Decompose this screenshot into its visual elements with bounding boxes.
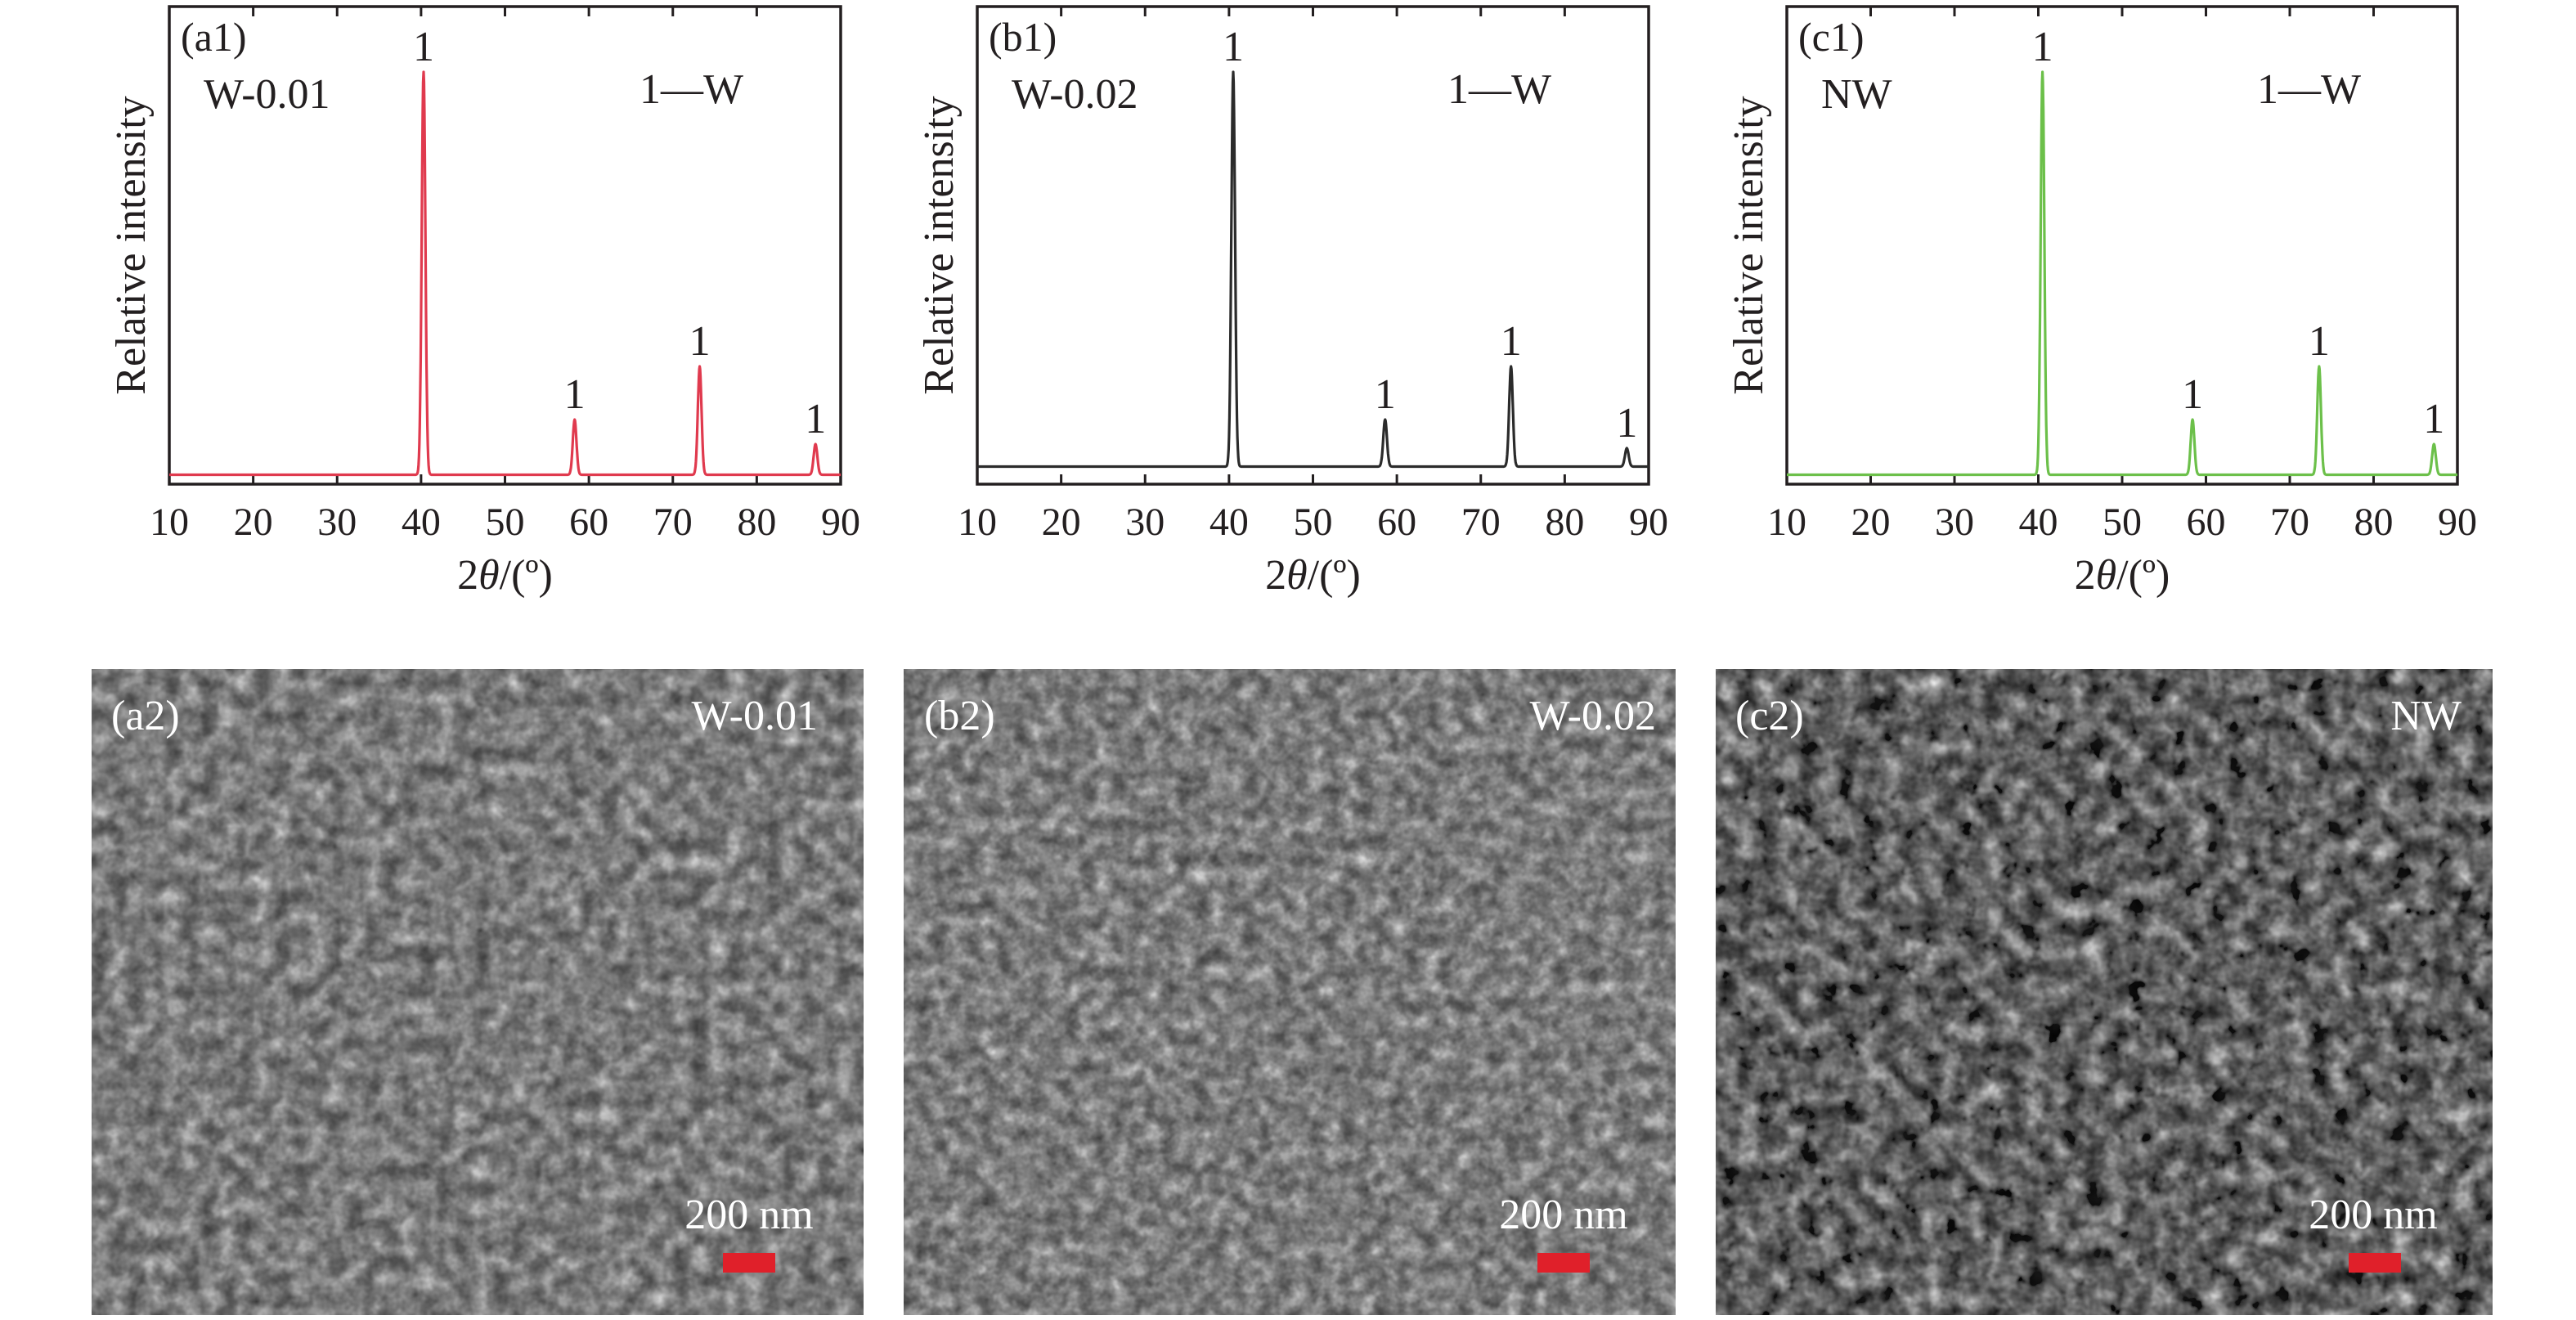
sem-image-c2: (c2) NW 200 nm — [1716, 669, 2493, 1315]
peak-label: 1 — [1501, 318, 1522, 365]
peak-label: 1 — [2423, 396, 2444, 442]
y-axis-label: Relative intensity — [108, 96, 155, 394]
sample-label: W-0.02 — [1012, 71, 1138, 118]
x-tick-label: 70 — [653, 501, 693, 544]
sem-panel-label: (a2) — [111, 693, 180, 739]
scale-bar-label: 200 nm — [684, 1192, 813, 1238]
x-tick-label: 50 — [486, 501, 525, 544]
peak-label: 1 — [413, 24, 434, 70]
sample-label: W-0.01 — [204, 71, 330, 118]
scale-bar-label: 200 nm — [2309, 1192, 2437, 1238]
scale-bar — [723, 1253, 775, 1273]
panel-label: (b1) — [989, 14, 1057, 60]
x-tick-label: 30 — [1935, 501, 1974, 544]
peak-label: 1 — [1375, 371, 1396, 418]
x-tick-label: 90 — [1629, 501, 1668, 544]
sample-label: NW — [1821, 71, 1892, 118]
x-axis-label: 2θ/(º) — [1265, 552, 1361, 599]
sem-sample-label: W-0.01 — [691, 693, 818, 739]
scale-bar-label: 200 nm — [1499, 1192, 1627, 1238]
x-tick-label: 30 — [317, 501, 357, 544]
diffraction-trace — [1785, 70, 2459, 477]
xrd-chart-a1: 10 20 30 40 50 60 70 80 90 2θ/(º) Relative intensi… — [108, 5, 860, 599]
panel-label: (a1) — [181, 14, 247, 60]
legend-text: 1—W — [2257, 66, 2361, 113]
x-tick-label: 50 — [1294, 501, 1333, 544]
legend-text: 1—W — [640, 66, 743, 113]
x-tick-label: 80 — [737, 501, 776, 544]
x-tick-label: 10 — [958, 501, 997, 544]
sem-panel-label: (b2) — [924, 693, 995, 739]
x-tick-label: 70 — [1461, 501, 1501, 544]
peak-label: 1 — [564, 371, 586, 418]
sem-sample-label: W-0.02 — [1529, 693, 1656, 739]
sem-image-a2: (a2) W-0.01 200 nm — [92, 669, 864, 1315]
peak-label: 1 — [2182, 371, 2203, 418]
x-tick-label: 40 — [402, 501, 441, 544]
x-tick-label: 40 — [2019, 501, 2058, 544]
sem-texture — [92, 669, 864, 1315]
x-tick-label: 80 — [1545, 501, 1584, 544]
legend-text: 1—W — [1447, 66, 1551, 113]
panel-label: (c1) — [1798, 14, 1865, 60]
xrd-chart-c1: 10 20 30 40 50 60 70 80 90 2θ/(º) Relative intensi… — [1726, 5, 2477, 599]
scale-bar — [1537, 1253, 1590, 1273]
scale-bar — [2349, 1253, 2401, 1273]
diffraction-trace — [976, 70, 1650, 469]
x-tick-label: 60 — [569, 501, 608, 544]
y-axis-label: Relative intensity — [916, 96, 963, 394]
x-tick-label: 60 — [2187, 501, 2226, 544]
diffraction-trace — [168, 70, 842, 477]
peak-label: 1 — [2309, 318, 2330, 365]
peak-label: 1 — [2032, 24, 2053, 70]
x-tick-label: 10 — [150, 501, 189, 544]
x-tick-label: 70 — [2270, 501, 2309, 544]
x-tick-label: 50 — [2103, 501, 2142, 544]
sem-image-b2: (b2) W-0.02 200 nm — [904, 669, 1676, 1315]
sem-texture — [904, 669, 1676, 1315]
x-tick-label: 10 — [1767, 501, 1806, 544]
x-tick-label: 20 — [234, 501, 273, 544]
x-tick-label: 80 — [2354, 501, 2394, 544]
peak-label: 1 — [689, 318, 711, 365]
sem-panel-label: (c2) — [1735, 693, 1804, 739]
sem-texture — [1716, 669, 2493, 1315]
peak-label: 1 — [1616, 400, 1637, 447]
y-axis-label: Relative intensity — [1726, 96, 1772, 394]
x-axis-label: 2θ/(º) — [457, 552, 553, 599]
x-tick-label: 20 — [1851, 501, 1891, 544]
x-axis-label: 2θ/(º) — [2075, 552, 2170, 599]
x-tick-label: 30 — [1125, 501, 1165, 544]
xrd-chart-b1: 10 20 30 40 50 60 70 80 90 2θ/(º) Relative intensi… — [916, 5, 1668, 599]
peak-label: 1 — [1223, 24, 1244, 70]
x-tick-label: 90 — [821, 501, 860, 544]
x-tick-label: 40 — [1209, 501, 1249, 544]
peak-label: 1 — [805, 396, 826, 442]
x-tick-label: 60 — [1377, 501, 1416, 544]
x-tick-label: 20 — [1042, 501, 1081, 544]
sem-sample-label: NW — [2390, 693, 2462, 739]
x-tick-label: 90 — [2438, 501, 2477, 544]
